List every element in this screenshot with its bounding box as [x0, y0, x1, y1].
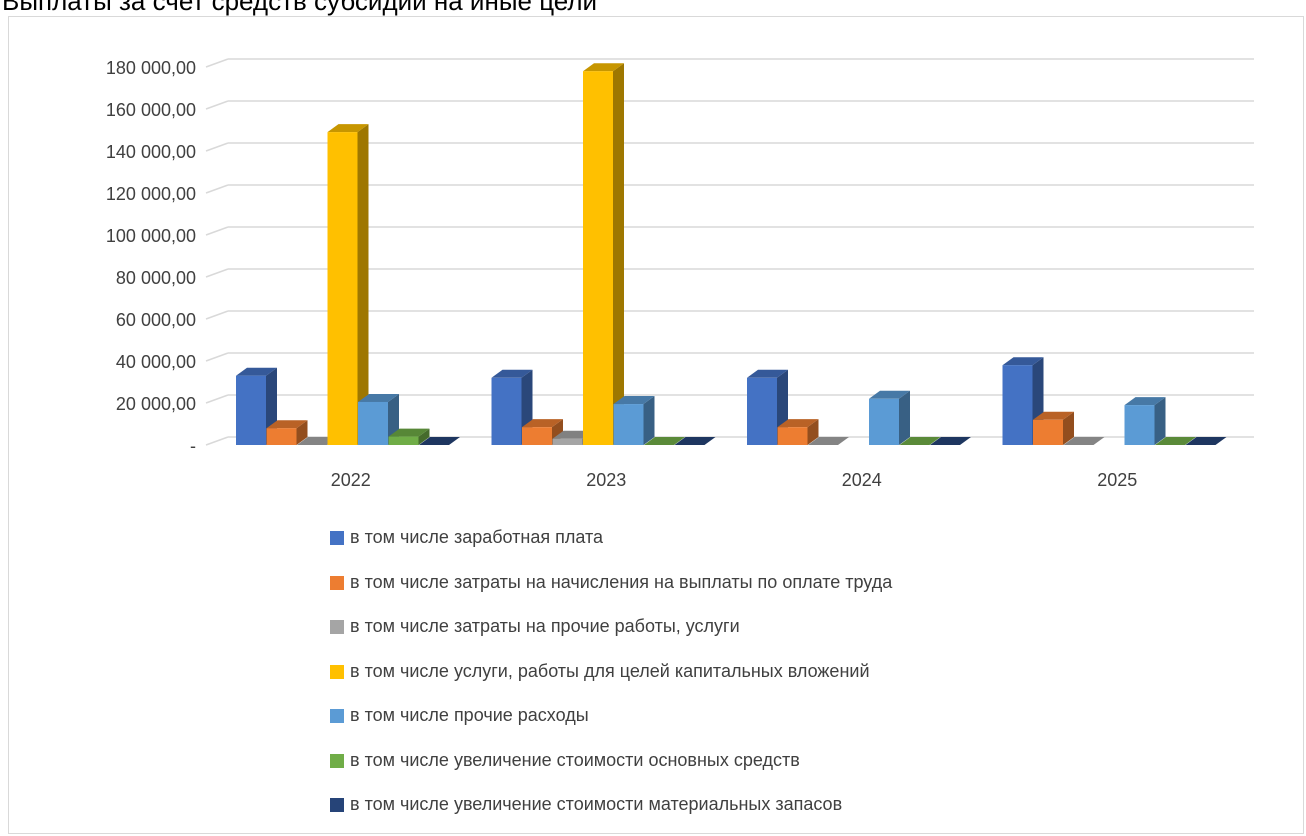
legend-label: в том числе увеличение стоимости основны… [350, 749, 800, 770]
bar [930, 437, 971, 445]
legend-label: в том числе прочие расходы [350, 705, 589, 725]
gridline-depth [205, 394, 229, 404]
gridline-depth [205, 58, 229, 68]
x-tick-label: 2024 [842, 470, 882, 490]
x-tick-label: 2022 [331, 470, 371, 490]
y-tick-label: 40 000,00 [116, 352, 196, 372]
bar [327, 124, 369, 445]
gridline-depth [205, 436, 229, 446]
legend-label: в том числе заработная плата [350, 527, 604, 547]
y-tick-label: 100 000,00 [106, 226, 196, 246]
bar [777, 419, 819, 445]
y-tick-label: 160 000,00 [106, 100, 196, 120]
bar [808, 437, 849, 445]
y-tick-label: 180 000,00 [106, 58, 196, 78]
legend-item: в том числе увеличение стоимости основны… [330, 745, 892, 790]
y-tick-label: 80 000,00 [116, 268, 196, 288]
y-tick-label: - [190, 436, 196, 456]
legend-item: в том числе затраты на начисления на вып… [330, 567, 892, 612]
gridline-depth [205, 226, 229, 236]
legend-swatch [330, 709, 344, 723]
legend-label: в том числе услуги, работы для целей кап… [350, 660, 870, 681]
legend: в том числе заработная плата в том числе … [330, 522, 892, 834]
gridlines [205, 58, 1254, 446]
bar [899, 437, 941, 445]
bar [358, 393, 399, 445]
legend-swatch [330, 531, 344, 545]
bar [644, 437, 685, 445]
legend-item: в том числе увеличение стоимости материа… [330, 789, 892, 834]
bar [674, 437, 716, 445]
gridline-depth [205, 352, 229, 362]
bar [236, 367, 277, 445]
x-axis-ticks: 2022 2023 2024 2025 [331, 470, 1138, 490]
bar [1155, 437, 1196, 445]
bar [1124, 397, 1166, 445]
bar [613, 396, 655, 445]
x-tick-label: 2025 [1097, 470, 1137, 490]
legend-item: в том числе прочие расходы [330, 700, 892, 745]
bar [266, 420, 308, 445]
legend-swatch [330, 575, 344, 590]
y-tick-label: 20 000,00 [116, 394, 196, 414]
y-tick-label: 120 000,00 [106, 184, 196, 204]
x-tick-label: 2023 [586, 470, 626, 490]
gridline-depth [205, 142, 229, 152]
bar [1185, 437, 1227, 445]
bar [869, 390, 910, 445]
legend-item: в том числе заработная плата [330, 522, 892, 567]
legend-swatch [330, 753, 344, 768]
bars [236, 63, 1227, 445]
bar [388, 428, 430, 445]
bar [1033, 411, 1074, 445]
y-tick-label: 60 000,00 [116, 310, 196, 330]
legend-label: в том числе затраты на прочие работы, ус… [350, 616, 740, 636]
y-tick-label: 140 000,00 [106, 142, 196, 162]
legend-item: в том числе затраты на прочие работы, ус… [330, 611, 892, 656]
legend-swatch [330, 798, 344, 812]
bar [1063, 437, 1105, 445]
chart-title: Выплаты за счет средств субсидии на иные… [2, 0, 598, 16]
bar [522, 419, 563, 445]
legend-label: в том числе увеличение стоимости материа… [350, 794, 843, 814]
gridline-depth [205, 100, 229, 110]
gridline-depth [205, 310, 229, 320]
legend-label: в том числе затраты на начисления на вып… [350, 571, 893, 592]
legend-item: в том числе услуги, работы для целей кап… [330, 656, 892, 701]
gridline-depth [205, 184, 229, 194]
chart-title-strip: Выплаты за счет средств субсидии на иные… [0, 0, 1306, 16]
bar [419, 437, 460, 445]
legend-swatch [330, 620, 344, 634]
chart-frame [8, 16, 1304, 834]
legend-swatch [330, 664, 344, 679]
y-axis-ticks: - 20 000,00 40 000,00 60 000,00 80 000,00 100… [106, 58, 196, 456]
gridline-depth [205, 268, 229, 278]
bar [583, 63, 624, 445]
